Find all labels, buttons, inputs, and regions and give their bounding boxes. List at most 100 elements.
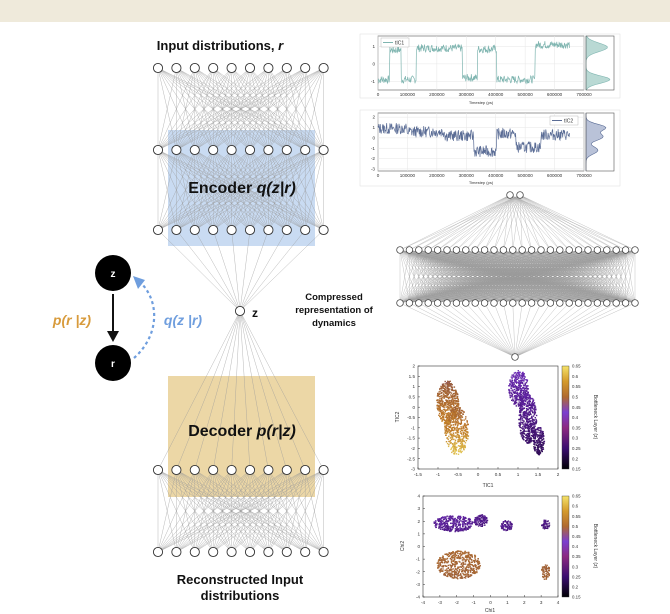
scatter-point [456,396,458,399]
scatter-point [450,434,452,436]
scatter-point [534,410,536,413]
scatter-point [532,420,534,423]
scatter-point [459,577,461,579]
scatter-point [436,524,438,526]
scatter-point [449,404,452,406]
scatter-point [538,450,540,452]
scatter-point [526,423,529,425]
scatter-point [456,405,458,407]
scatter-point [455,429,457,431]
scatter-point [518,384,520,386]
scatter-point [506,525,508,528]
scatter-point [463,576,466,579]
scatter-point [528,427,531,430]
scatter-point [518,414,520,416]
tic2-legend-box [549,115,579,126]
scatter-point [456,573,459,575]
scatter-point [456,413,458,416]
scatter-point [520,433,522,435]
scatter-point [471,554,473,556]
scatter-point [519,391,522,394]
scatter-point [538,444,540,447]
scatter-point [523,399,525,401]
neuron-node [226,224,237,236]
scatter-point [458,530,461,532]
scatter-point [525,399,527,402]
scatter-point [457,450,460,453]
scatter-point [460,577,462,579]
x-tick-label: -3 [438,600,443,605]
scatter-point [459,423,462,425]
scatter-point [447,567,449,570]
scatter-point [443,562,446,564]
scatter-point [539,446,541,448]
scatter-point [474,520,476,522]
scatter-point [543,520,545,522]
scatter-point [548,524,551,526]
scatter-point [533,402,535,405]
scatter-point [453,448,455,450]
scatter-point [470,574,473,576]
scatter-point [449,432,451,434]
scatter-point [450,409,452,411]
scatter-point [459,413,461,416]
scatter-point [436,522,438,525]
scatter-point [451,429,453,431]
scatter-point [452,389,454,391]
scatter-point [452,520,454,522]
scatter-point [453,577,455,579]
chi-scatter-points [433,514,551,580]
scatter-point [444,522,447,525]
scatter-point [520,391,522,393]
scatter-point [517,399,520,401]
scatter-point [439,528,442,530]
scatter-point [520,408,522,410]
scatter-point [460,566,463,568]
scatter-point [441,528,443,531]
scatter-point [507,520,510,522]
scatter-point [450,560,453,562]
scatter-point [452,523,455,525]
colorbar-tick-label: 0.55 [572,514,581,519]
scatter-point [440,399,443,401]
scatter-point [522,414,524,416]
scatter-point [477,561,479,564]
scatter-point [530,439,532,441]
scatter-point [449,515,451,517]
neuron-node [490,299,498,307]
scatter-point [545,519,547,522]
scatter-point [516,389,518,391]
scatter-point [546,564,548,567]
scatter-point [456,517,459,519]
scatter-point [445,401,447,404]
scatter-point [450,556,453,559]
scatter-point [500,527,503,529]
scatter-point [462,565,464,567]
scatter-point [529,403,531,405]
scatter-point [441,411,443,413]
scatter-point [520,401,522,403]
compressed-line1: Compressed [305,292,363,303]
x-tick-label: -1 [436,472,441,477]
compressed-line3: dynamics [312,318,356,329]
scatter-point [451,434,454,436]
scatter-point [441,391,443,394]
neuron-node [621,246,630,254]
scatter-point [439,518,441,520]
scatter-point [534,423,537,425]
scatter-point [542,570,544,572]
y-tick-label: 2 [417,519,420,524]
scatter-point [480,514,483,516]
scatter-point [446,383,448,386]
colorbar-tick-label: 0.25 [572,446,581,451]
scatter-point [461,576,463,578]
scatter-point [446,523,449,526]
scatter-point [524,391,527,394]
scatter-point [451,565,453,567]
scatter-point [469,520,472,522]
scatter-point [515,405,517,407]
scatter-point [521,387,523,390]
scatter-point [512,385,514,387]
scatter-point [463,437,465,439]
scatter-point [462,557,464,559]
